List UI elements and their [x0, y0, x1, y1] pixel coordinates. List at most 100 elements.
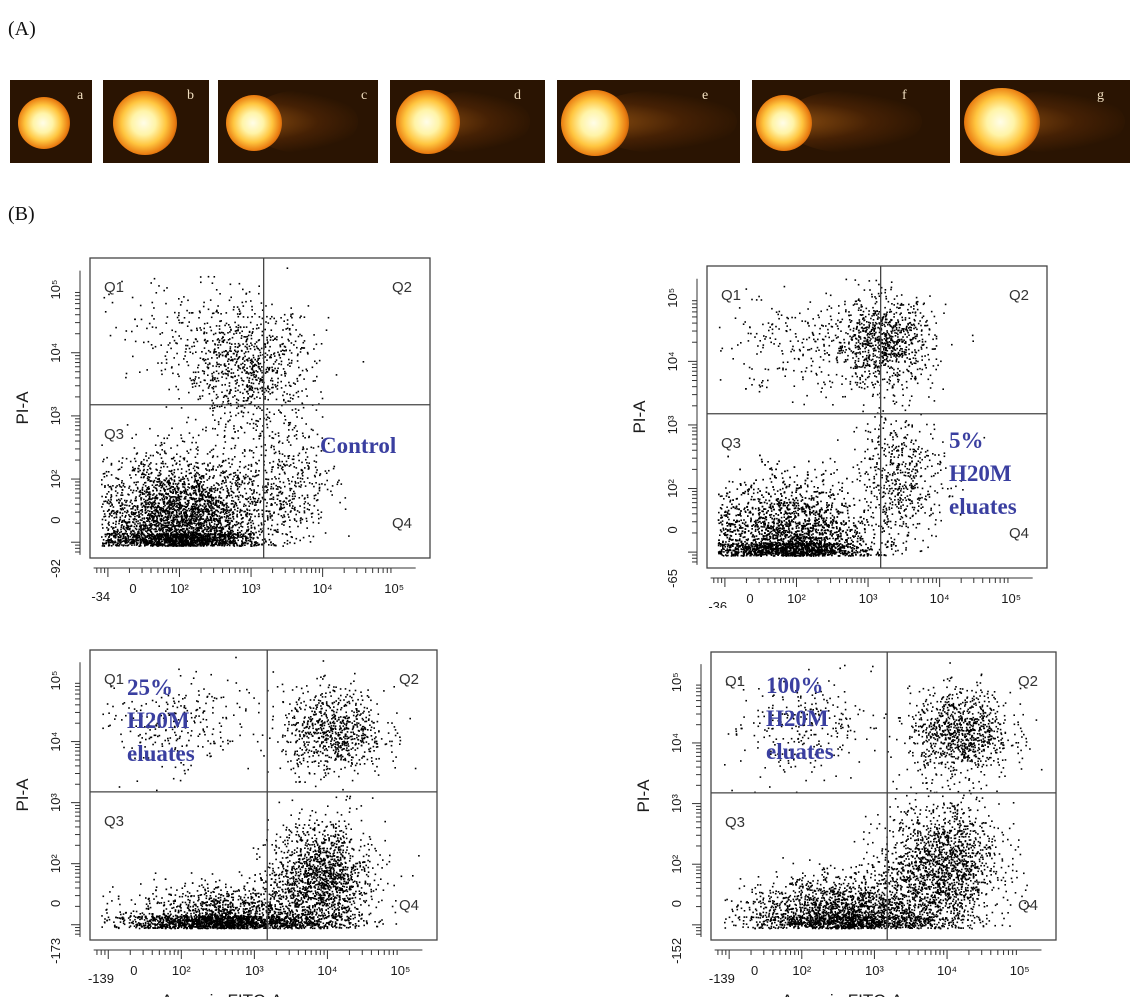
event-dot: [148, 529, 151, 531]
event-dot: [295, 537, 298, 540]
event-dot: [288, 340, 290, 342]
event-dot: [157, 544, 160, 546]
event-dot: [234, 508, 236, 511]
event-dot: [293, 435, 296, 437]
event-dot: [163, 524, 166, 527]
event-dot: [116, 511, 119, 513]
event-dot: [200, 494, 202, 497]
event-dot: [200, 525, 203, 527]
event-dot: [178, 476, 180, 479]
event-dot: [221, 503, 224, 505]
event-dot: [226, 475, 229, 478]
event-dot: [292, 505, 294, 507]
event-dot: [258, 357, 261, 360]
event-dot: [314, 360, 316, 363]
event-dot: [140, 512, 142, 515]
event-dot: [174, 537, 177, 539]
event-dot: [126, 504, 128, 507]
event-dot: [155, 509, 158, 511]
event-dot: [193, 497, 195, 500]
event-dot: [198, 377, 200, 379]
event-dot: [201, 509, 204, 511]
event-dot: [215, 502, 218, 504]
event-dot: [158, 533, 160, 536]
event-dot: [153, 493, 155, 495]
event-dot: [137, 542, 139, 544]
event-dot: [288, 465, 291, 467]
event-dot: [185, 517, 187, 520]
event-dot: [222, 508, 225, 511]
event-dot: [227, 373, 229, 375]
event-dot: [321, 416, 324, 418]
event-dot: [187, 465, 190, 468]
event-dot: [120, 486, 123, 488]
event-dot: [144, 524, 146, 527]
event-dot: [271, 386, 273, 389]
event-dot: [108, 533, 111, 535]
event-dot: [200, 515, 203, 518]
event-dot: [229, 531, 232, 534]
event-dot: [234, 501, 236, 504]
event-dot: [159, 519, 162, 521]
event-dot: [176, 535, 178, 537]
event-dot: [250, 401, 253, 403]
event-dot: [280, 387, 283, 389]
event-dot: [209, 351, 212, 353]
event-dot: [250, 526, 253, 529]
event-dot: [164, 504, 166, 507]
event-dot: [186, 514, 188, 517]
event-dot: [223, 540, 225, 543]
event-dot: [107, 532, 109, 535]
event-dot: [245, 399, 247, 402]
event-dot: [182, 508, 185, 510]
event-dot: [227, 399, 230, 402]
event-dot: [192, 511, 194, 513]
event-dot: [273, 317, 275, 320]
event-dot: [252, 438, 255, 440]
event-dot: [211, 512, 213, 515]
event-dot: [133, 513, 135, 515]
event-dot: [211, 511, 214, 514]
event-dot: [199, 493, 201, 496]
event-dot: [270, 503, 273, 505]
event-dot: [122, 508, 124, 511]
event-dot: [104, 519, 107, 521]
event-dot: [275, 530, 278, 533]
event-dot: [139, 519, 142, 521]
event-dot: [152, 505, 155, 508]
event-dot: [195, 382, 198, 385]
event-dot: [223, 363, 226, 365]
event-dot: [259, 368, 262, 370]
event-dot: [185, 506, 187, 508]
event-dot: [179, 463, 181, 466]
event-dot: [213, 484, 215, 487]
event-dot: [140, 462, 142, 464]
event-dot: [123, 507, 126, 509]
event-dot: [145, 491, 147, 494]
event-dot: [221, 337, 223, 340]
event-dot: [126, 526, 129, 528]
event-dot: [241, 542, 244, 544]
event-dot: [231, 491, 234, 493]
event-dot: [127, 537, 129, 540]
event-dot: [231, 376, 234, 378]
event-dot: [199, 532, 201, 535]
event-dot: [204, 362, 207, 364]
event-dot: [262, 393, 264, 396]
event-dot: [132, 466, 134, 469]
event-dot: [168, 508, 171, 511]
event-dot: [246, 371, 248, 373]
event-dot: [144, 526, 147, 528]
event-dot: [326, 488, 329, 491]
event-dot: [128, 515, 131, 518]
event-dot: [110, 539, 112, 542]
event-dot: [208, 519, 210, 522]
event-dot: [168, 495, 171, 497]
event-dot: [252, 456, 255, 459]
event-dot: [290, 352, 293, 354]
event-dot: [274, 367, 276, 370]
event-dot: [140, 498, 142, 501]
event-dot: [135, 490, 138, 492]
event-dot: [186, 450, 188, 452]
event-dot: [291, 324, 294, 326]
